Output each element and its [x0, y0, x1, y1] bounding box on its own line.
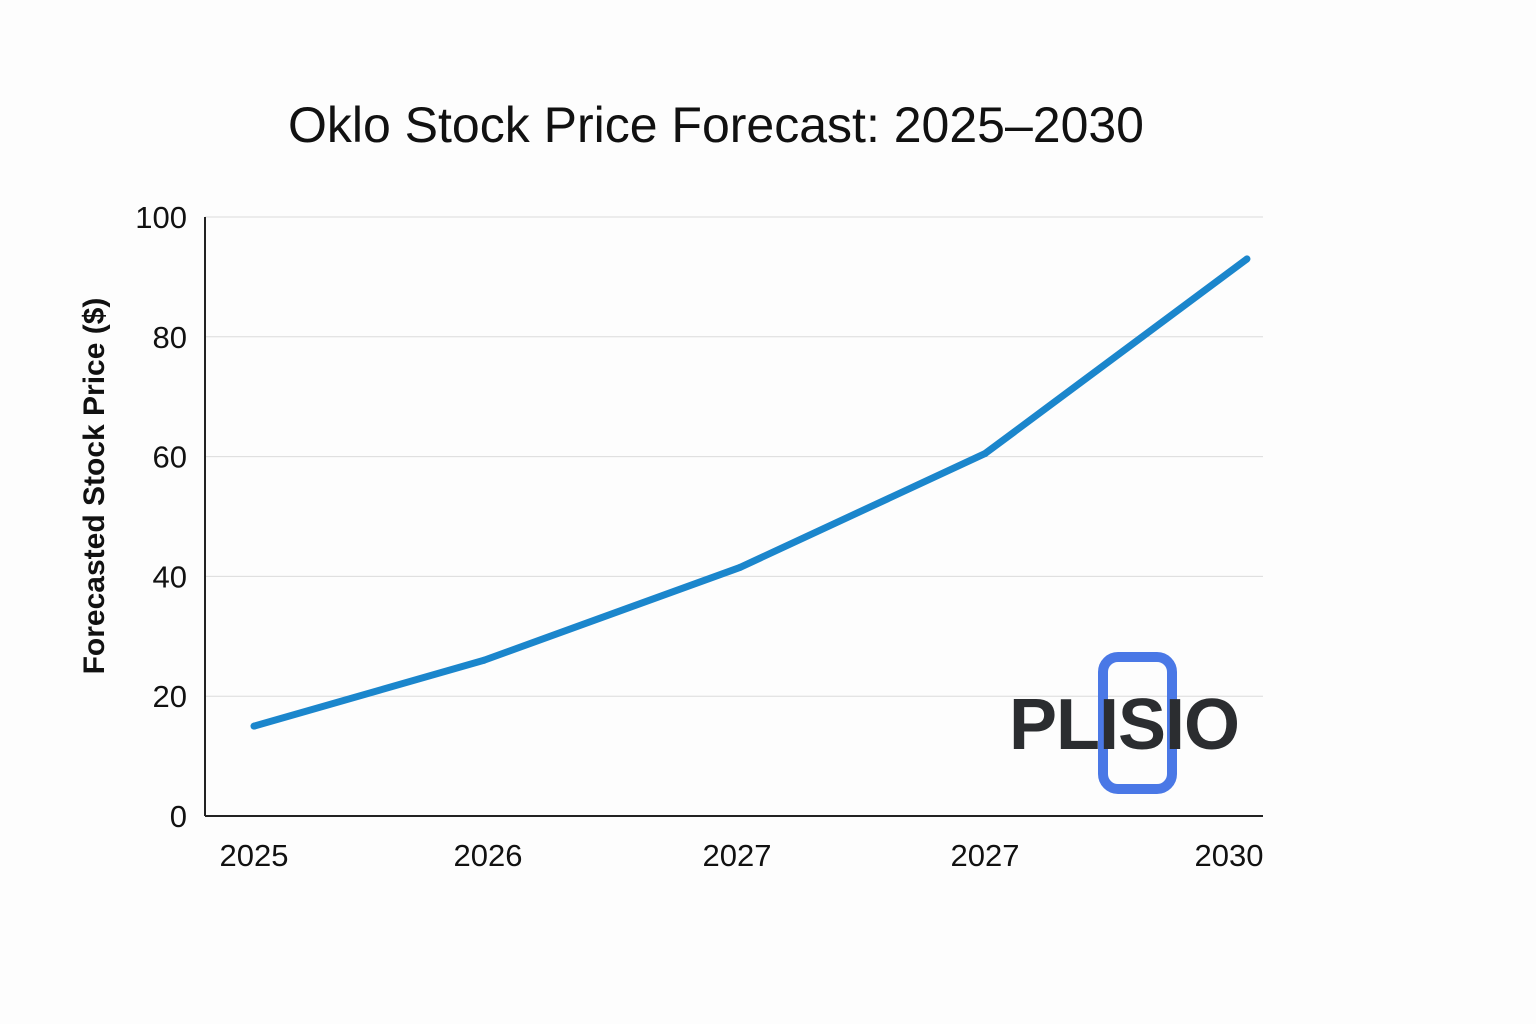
- y-tick-labels: 0 20 40 60 80 100: [135, 200, 187, 834]
- y-tick-label: 20: [153, 679, 187, 714]
- plisio-logo: PLISIO: [1009, 652, 1240, 794]
- y-tick-label: 60: [153, 440, 187, 475]
- chart-title: Oklo Stock Price Forecast: 2025–2030: [288, 97, 1144, 153]
- logo-frame-shape: [1098, 652, 1177, 794]
- axes: [204, 217, 1263, 817]
- x-tick-label: 2025: [220, 838, 289, 873]
- series-line: [253, 256, 1250, 730]
- data-point: [480, 656, 488, 664]
- y-tick-label: 40: [153, 559, 187, 594]
- y-tick-label: 80: [153, 320, 187, 355]
- data-point: [1243, 255, 1251, 263]
- x-tick-label: 2027: [951, 838, 1020, 873]
- x-tick-label: 2030: [1195, 838, 1264, 873]
- data-point: [981, 450, 989, 458]
- y-axis-label: Forecasted Stock Price ($): [78, 298, 111, 675]
- x-tick-label: 2027: [703, 838, 772, 873]
- gridlines: [205, 216, 1263, 697]
- y-tick-label: 0: [170, 799, 187, 834]
- data-point: [736, 563, 744, 571]
- logo-wordmark: PLISIO: [1009, 685, 1239, 765]
- y-tick-label: 100: [135, 200, 187, 235]
- series-layer: [250, 255, 1251, 730]
- data-point: [250, 722, 258, 730]
- x-tick-labels: 2025 2026 2027 2027 2030: [220, 838, 1264, 873]
- x-tick-label: 2026: [454, 838, 523, 873]
